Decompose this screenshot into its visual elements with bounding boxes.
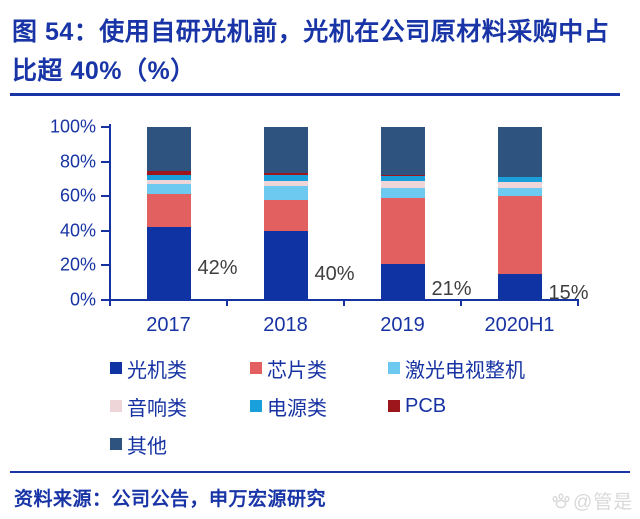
y-axis-tick-label: 80% (59, 151, 96, 172)
x-axis-tick (226, 300, 228, 306)
legend-swatch-icon (388, 362, 400, 374)
bar-segment-PCB (380, 174, 425, 177)
y-axis-tick-label: 100% (49, 116, 96, 137)
bar-segment-芯片类 (497, 196, 542, 275)
y-axis-line (109, 124, 111, 302)
bar-segment-音响类 (263, 180, 308, 186)
bar-segment-电源类 (380, 176, 425, 182)
bar-segment-激光电视整机 (380, 187, 425, 198)
figure-title: 图 54：使用自研光机前，光机在公司原材料采购中占比超 40%（%） (12, 18, 610, 85)
legend-item-光机类: 光机类 (110, 356, 250, 382)
legend-swatch-icon (250, 400, 262, 412)
watermark-text: @管是 (573, 492, 634, 513)
legend-item-激光电视整机: 激光电视整机 (388, 356, 580, 382)
watermark: @管是 (551, 487, 633, 514)
legend-swatch-icon (110, 438, 122, 450)
legend-swatch-icon (110, 362, 122, 374)
bar-segment-电源类 (263, 174, 308, 181)
legend-swatch-icon (110, 400, 122, 412)
legend-item-PCB: PCB (388, 394, 580, 418)
bar-segment-光机类 (263, 230, 308, 300)
footer-divider (10, 471, 630, 473)
legend-label: 电源类 (267, 397, 327, 420)
y-axis-tick (101, 126, 110, 128)
bar-segment-其他 (380, 127, 425, 175)
x-axis-category-label: 2020H1 (484, 314, 555, 336)
legend-label: 光机类 (127, 359, 187, 382)
bar-segment-音响类 (146, 179, 191, 185)
x-axis-category-label: 2019 (380, 314, 425, 336)
legend-item-其他: 其他 (110, 432, 250, 458)
legend-label: 激光电视整机 (405, 359, 525, 382)
bar-segment-音响类 (497, 182, 542, 189)
y-axis-tick-label: 0% (69, 289, 96, 310)
bar-segment-芯片类 (380, 197, 425, 264)
bar-value-label: 21% (431, 277, 472, 300)
y-axis-tick (101, 229, 110, 232)
x-axis-tick (109, 300, 111, 306)
x-axis-category-label: 2018 (263, 314, 308, 336)
bar-segment-其他 (263, 127, 308, 173)
x-axis-tick (460, 300, 462, 306)
y-axis-tick (101, 299, 110, 301)
x-axis-tick (577, 300, 579, 306)
legend-label: 芯片类 (267, 359, 327, 382)
title-divider (10, 93, 620, 96)
source-note: 资料来源：公司公告，申万宏源研究 (14, 489, 327, 510)
bar-segment-电源类 (146, 175, 191, 180)
bar-segment-其他 (497, 127, 542, 178)
bar-segment-光机类 (497, 274, 542, 300)
bar-segment-激光电视整机 (263, 185, 308, 200)
legend-item-芯片类: 芯片类 (250, 356, 388, 382)
y-axis-tick (101, 195, 110, 198)
x-axis-category-label: 2017 (146, 314, 191, 336)
y-axis-tick-label: 60% (59, 185, 96, 206)
bar-value-label: 40% (314, 262, 355, 285)
bar-segment-其他 (146, 127, 191, 172)
legend-swatch-icon (388, 400, 400, 412)
bar-segment-音响类 (380, 181, 425, 188)
y-axis-tick (101, 160, 110, 163)
legend-label: PCB (405, 394, 447, 417)
bar-value-label: 42% (197, 257, 238, 280)
bar-value-label: 15% (548, 282, 589, 305)
y-axis-tick-label: 40% (59, 220, 96, 241)
legend-item-音响类: 音响类 (110, 394, 250, 420)
legend-label: 其他 (127, 435, 167, 458)
bar-segment-PCB (263, 172, 308, 175)
bar-segment-电源类 (497, 177, 542, 183)
bar-segment-激光电视整机 (146, 184, 191, 195)
paw-icon (552, 492, 570, 508)
x-axis-tick (343, 300, 345, 306)
bar-segment-PCB (146, 171, 191, 176)
legend-swatch-icon (250, 362, 262, 374)
y-axis-tick-label: 20% (59, 254, 96, 275)
bar-segment-芯片类 (263, 199, 308, 231)
bar-segment-芯片类 (146, 194, 191, 228)
bar-segment-激光电视整机 (497, 188, 542, 197)
bar-segment-光机类 (380, 263, 425, 300)
legend-label: 音响类 (127, 397, 187, 420)
y-axis-tick (101, 264, 110, 267)
bar-segment-光机类 (146, 227, 191, 300)
chart-legend: 光机类 芯片类 激光电视整机音响类 电源类 PCB 其他 (110, 356, 580, 458)
legend-item-电源类: 电源类 (250, 394, 388, 420)
